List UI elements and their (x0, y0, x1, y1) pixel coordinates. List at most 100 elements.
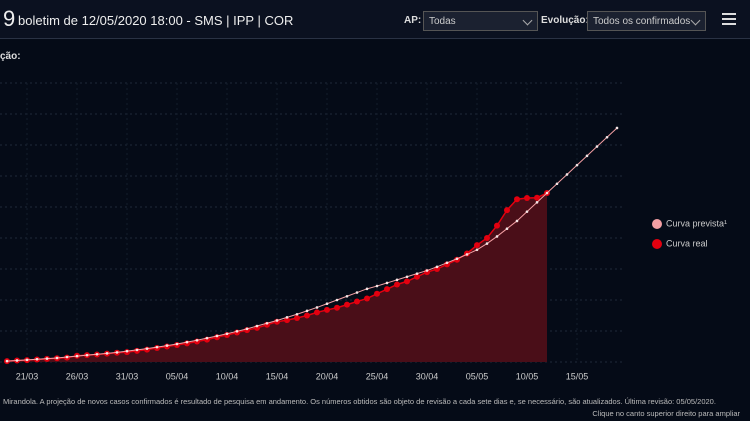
x-tick-label: 26/03 (66, 371, 89, 381)
forecast-point (175, 342, 179, 346)
x-tick-label: 25/04 (366, 371, 389, 381)
forecast-point (205, 336, 209, 340)
forecast-point (155, 345, 159, 349)
header-bar: 9 boletim de 12/05/2020 18:00 - SMS | IP… (0, 0, 750, 39)
real-point (284, 317, 290, 324)
legend-swatch (652, 219, 662, 229)
forecast-point (335, 298, 339, 302)
real-point (354, 298, 360, 305)
x-tick-label: 31/03 (116, 371, 139, 381)
forecast-point (485, 242, 489, 245)
real-point (494, 222, 500, 229)
forecast-point (525, 210, 529, 213)
x-tick-label: 05/04 (166, 371, 189, 381)
forecast-point (185, 340, 189, 344)
forecast-point (615, 126, 619, 130)
real-point (414, 273, 420, 280)
forecast-point (555, 182, 559, 186)
footer-hint: Clique no canto superior direito para am… (592, 409, 740, 418)
x-tick-label: 15/05 (566, 371, 589, 381)
real-point (404, 278, 410, 285)
forecast-point (595, 145, 599, 148)
x-tick-label: 05/05 (466, 371, 489, 381)
forecast-point (145, 347, 149, 350)
forecast-point (305, 309, 309, 313)
panel-title: ção: (0, 51, 21, 62)
forecast-point (265, 321, 269, 325)
x-tick-label: 30/04 (416, 371, 439, 381)
real-point (384, 286, 390, 293)
forecast-point (95, 352, 99, 356)
real-point (524, 195, 530, 202)
forecast-point (45, 357, 49, 360)
menu-button[interactable] (722, 13, 736, 25)
legend-swatch (652, 239, 662, 249)
forecast-point (125, 349, 129, 353)
forecast-point (345, 294, 349, 298)
forecast-point (55, 356, 59, 360)
forecast-point (115, 351, 119, 354)
real-point (514, 196, 520, 203)
forecast-point (225, 332, 229, 336)
forecast-point (385, 281, 389, 285)
forecast-point (65, 355, 69, 359)
forecast-point (325, 302, 329, 306)
x-tick-label: 20/04 (316, 371, 339, 381)
forecast-point (165, 344, 169, 347)
forecast-point (75, 354, 79, 358)
forecast-point (475, 248, 479, 252)
forecast-point (315, 306, 319, 309)
forecast-point (515, 219, 519, 223)
real-point (484, 235, 490, 241)
forecast-point (535, 201, 539, 204)
real-point (394, 281, 400, 288)
forecast-point (275, 319, 279, 322)
forecast-point (295, 312, 299, 316)
real-point (324, 306, 330, 313)
area (7, 193, 547, 362)
forecast-point (255, 324, 259, 328)
forecast-point (135, 348, 139, 352)
forecast-point (505, 227, 509, 230)
forecast-point (5, 359, 9, 363)
forecast-point (465, 253, 469, 256)
forecast-point (215, 334, 219, 338)
forecast-point (245, 327, 249, 331)
forecast-point (495, 235, 499, 238)
forecast-point (105, 352, 109, 355)
real-point (304, 312, 310, 319)
real-point (294, 314, 300, 321)
legend-label: Curva real (666, 238, 708, 248)
real-point (334, 304, 340, 311)
footer-note: Mirandola. A projeção de novos casos con… (3, 397, 716, 406)
forecast-point (355, 291, 359, 294)
forecast-point (395, 278, 399, 282)
forecast-point (415, 272, 419, 275)
forecast-point (455, 257, 459, 261)
forecast-point (15, 359, 19, 362)
real-point (504, 207, 510, 214)
title: boletim de 12/05/2020 18:00 - SMS | IPP … (18, 13, 294, 28)
forecast-point (585, 154, 589, 158)
evolucao-dropdown[interactable]: Todos os confirmados (587, 11, 706, 31)
forecast-point (365, 287, 369, 291)
forecast-point (565, 173, 569, 176)
forecast-point (85, 353, 89, 357)
x-tick-label: 21/03 (16, 371, 39, 381)
forecast-point (575, 163, 579, 167)
legend-label: Curva prevista¹ (666, 218, 727, 228)
forecast-point (285, 316, 289, 319)
forecast-point (605, 135, 609, 139)
title-number: 9 (3, 6, 16, 31)
forecast-point (545, 191, 549, 195)
series-line (6, 127, 618, 362)
real-point (344, 301, 350, 308)
forecast-point (25, 358, 29, 362)
real-point (534, 194, 540, 201)
real-point (364, 295, 370, 302)
forecast-point (435, 265, 439, 269)
real-point (444, 261, 450, 268)
ap-dropdown[interactable]: Todas (423, 11, 538, 31)
